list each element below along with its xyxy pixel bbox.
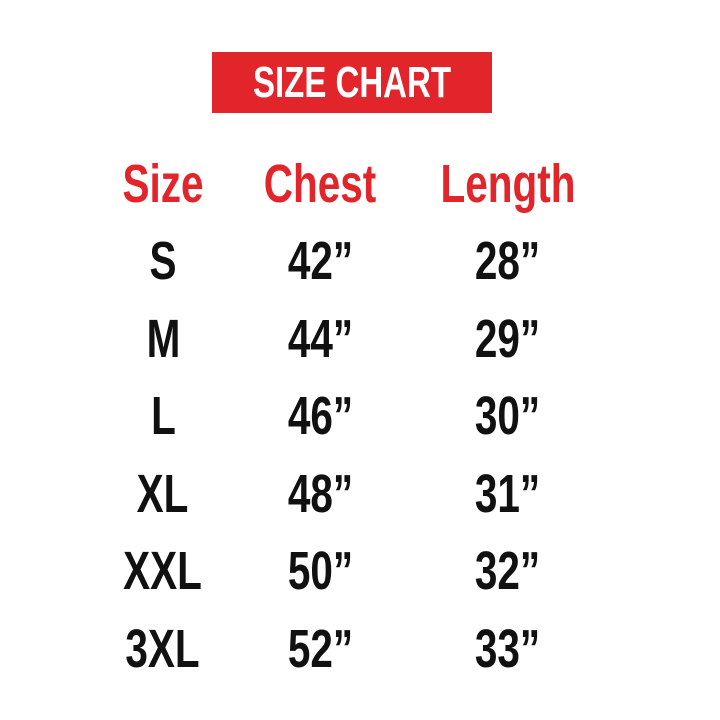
length-cell: 31” — [475, 463, 541, 524]
chest-cell: 44” — [287, 308, 354, 369]
length-cell: 32” — [475, 541, 541, 602]
size-cell: XXL — [123, 541, 203, 602]
chest-cell: 48” — [287, 463, 354, 524]
size-chart-title: SIZE CHART — [253, 57, 451, 107]
size-cell: M — [146, 308, 180, 369]
size-cell: 3XL — [125, 618, 201, 679]
size-cell: L — [150, 386, 176, 447]
column-header-size: Size — [122, 153, 204, 214]
size-table: Size Chest Length S 42” 28” M 44” 29” L … — [88, 145, 613, 688]
size-cell: S — [149, 231, 177, 292]
chest-cell: 52” — [287, 618, 354, 679]
chest-cell: 42” — [287, 231, 354, 292]
chest-cell: 46” — [287, 386, 354, 447]
size-cell: XL — [137, 463, 189, 524]
length-cell: 28” — [475, 231, 541, 292]
length-cell: 29” — [475, 308, 541, 369]
length-cell: 30” — [475, 386, 541, 447]
column-header-chest: Chest — [264, 153, 377, 214]
column-header-length: Length — [440, 153, 576, 214]
chest-cell: 50” — [287, 541, 354, 602]
length-cell: 33” — [475, 618, 541, 679]
size-chart-banner: SIZE CHART — [212, 52, 492, 113]
